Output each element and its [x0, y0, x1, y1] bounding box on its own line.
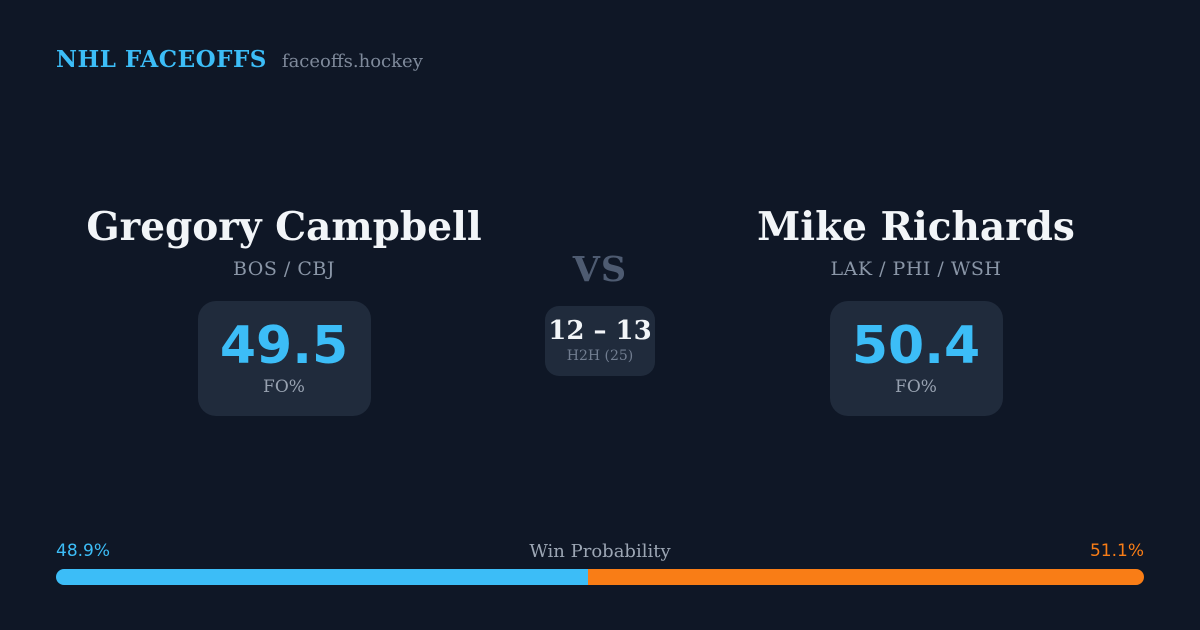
win-probability-left-pct: 48.9%: [56, 541, 111, 561]
site-url: faceoffs.hockey: [281, 51, 423, 72]
h2h-card: 12 – 13 H2H (25): [545, 306, 655, 376]
player-left-stat-label: FO%: [263, 376, 305, 397]
player-right-fo-pct: 50.4: [851, 315, 981, 376]
vs-label: VS: [572, 249, 628, 290]
win-probability-right-pct: 51.1%: [1089, 541, 1144, 561]
player-left-teams: BOS / CBJ: [232, 257, 335, 280]
win-probability-title: Win Probability: [529, 541, 671, 562]
header: NHL FACEOFFS faceoffs.hockey: [56, 46, 423, 73]
player-right-section: Mike Richards LAK / PHI / WSH 50.4 FO%: [706, 206, 1126, 416]
player-right-name: Mike Richards: [757, 204, 1075, 250]
player-right-stat-label: FO%: [895, 376, 937, 397]
win-probability-labels: 48.9% Win Probability 51.1%: [56, 541, 1144, 563]
brand-title: NHL FACEOFFS: [56, 46, 267, 73]
win-probability-bar-right: [588, 569, 1144, 585]
win-probability-bar: [56, 569, 1144, 585]
player-right-teams: LAK / PHI / WSH: [830, 257, 1002, 280]
h2h-sub-label: H2H (25): [566, 348, 634, 364]
player-left-name: Gregory Campbell: [86, 204, 482, 250]
player-left-section: Gregory Campbell BOS / CBJ 49.5 FO%: [74, 206, 494, 416]
player-right-stat-card: 50.4 FO%: [829, 300, 1003, 416]
player-left-stat-card: 49.5 FO%: [197, 300, 371, 416]
h2h-score: 12 – 13: [548, 316, 652, 346]
win-probability-bar-left: [56, 569, 589, 585]
player-left-fo-pct: 49.5: [219, 315, 349, 376]
